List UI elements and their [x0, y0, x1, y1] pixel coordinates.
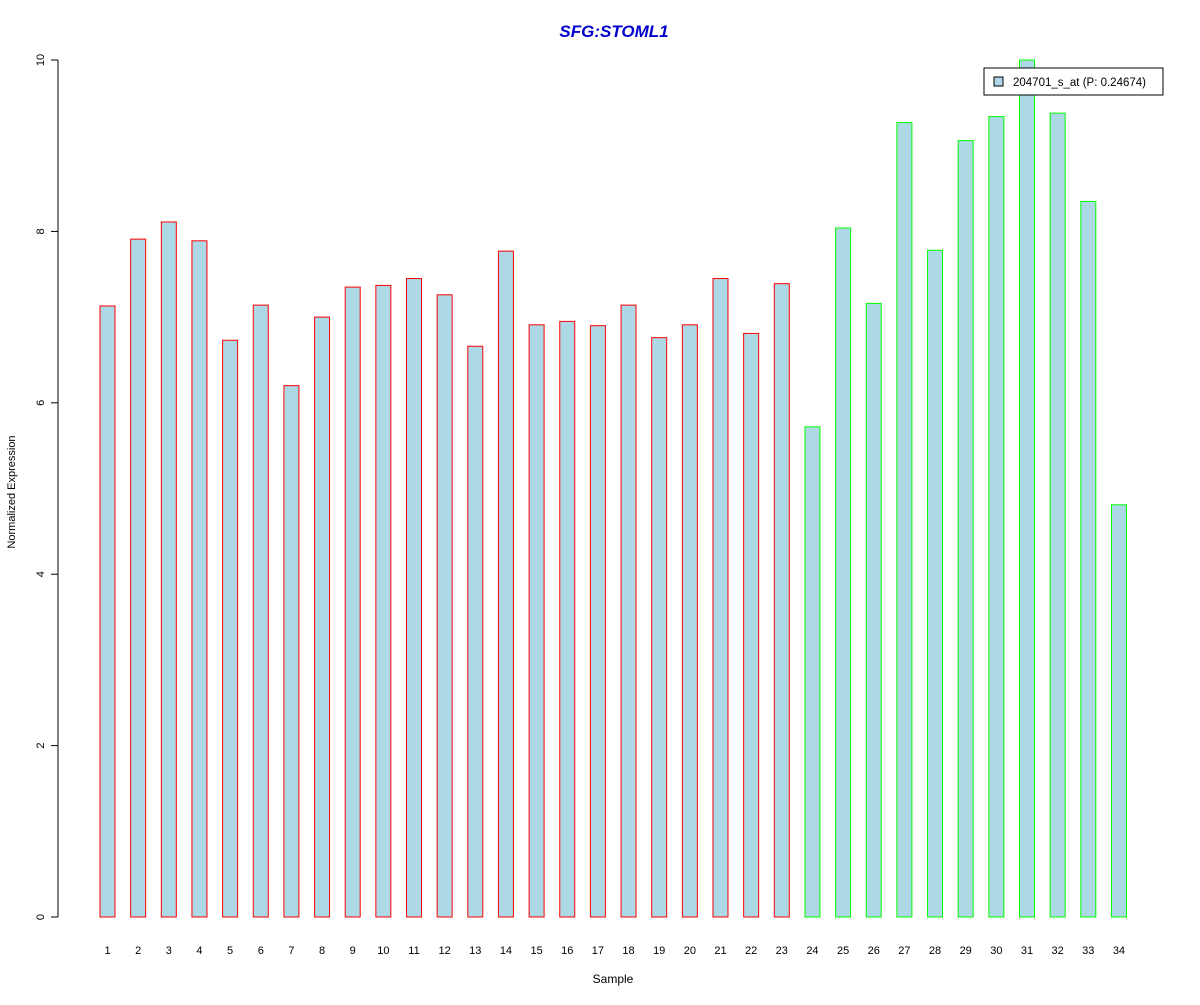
x-tick-label: 23 [776, 945, 788, 957]
x-tick-label: 13 [469, 945, 481, 957]
x-tick-label: 24 [806, 945, 818, 957]
x-tick-label: 19 [653, 945, 665, 957]
y-tick-label: 8 [35, 228, 47, 234]
bar [651, 337, 668, 918]
legend-label: 204701_s_at (P: 0.24674) [1013, 77, 1146, 89]
bar [406, 278, 422, 918]
y-tick-label: 2 [35, 743, 47, 749]
bar [835, 227, 852, 918]
bar [896, 122, 913, 918]
x-tick-label: 22 [745, 945, 757, 957]
x-tick-label: 8 [319, 945, 325, 957]
bar [497, 250, 514, 918]
y-tick-label: 6 [35, 400, 47, 406]
bar [957, 140, 974, 918]
bar [252, 304, 269, 918]
x-tick-label: 28 [929, 945, 941, 957]
chart-title: SFG:STOML1 [559, 22, 668, 41]
x-axis-label: Sample [593, 972, 634, 986]
x-tick-label: 27 [898, 945, 910, 957]
x-tick-label: 1 [104, 945, 110, 957]
x-tick-label: 7 [288, 945, 294, 957]
bar [927, 249, 944, 918]
legend-box [983, 67, 1164, 96]
x-tick-label: 32 [1052, 945, 1064, 957]
x-tick-labels: 1 2 3 4 5 6 7 8 9 10 11 12 13 14 15 16 17 18 19 20 21 22 23 24 2… [104, 945, 1125, 957]
x-tick-label: 16 [561, 945, 573, 957]
bar [589, 325, 606, 918]
x-tick-label: 18 [622, 945, 634, 957]
x-tick-label: 34 [1113, 945, 1125, 957]
bar [865, 302, 882, 918]
legend: 204701_s_at (P: 0.24674) [983, 67, 1164, 96]
bar [681, 324, 698, 918]
y-axis: 0 2 4 6 8 10 [35, 54, 59, 920]
x-tick-label: 3 [166, 945, 172, 957]
bar [559, 320, 576, 918]
bar [130, 238, 147, 918]
bar [191, 240, 208, 918]
bar [99, 305, 116, 918]
bar [773, 283, 790, 918]
bar [344, 286, 361, 918]
x-tick-label: 2 [135, 945, 141, 957]
x-tick-label: 29 [960, 945, 972, 957]
x-tick-label: 11 [408, 945, 419, 957]
bar [528, 324, 545, 918]
x-tick-label: 17 [592, 945, 604, 957]
bar [1019, 59, 1035, 918]
bar [1049, 112, 1066, 918]
x-tick-label: 4 [196, 945, 202, 957]
y-tick-label: 0 [35, 914, 47, 920]
legend-swatch [993, 76, 1004, 87]
bar [620, 304, 637, 918]
bar [467, 345, 484, 918]
x-tick-label: 5 [227, 945, 233, 957]
bar [988, 116, 1005, 918]
x-tick-label: 6 [258, 945, 264, 957]
bar [804, 426, 821, 918]
bar [222, 339, 239, 918]
bar [743, 332, 760, 918]
x-tick-label: 21 [714, 945, 726, 957]
bar [1110, 504, 1127, 918]
bar [375, 284, 392, 918]
bar [160, 221, 177, 918]
x-tick-label: 25 [837, 945, 849, 957]
bar [436, 294, 453, 918]
x-tick-label: 9 [350, 945, 356, 957]
x-tick-label: 12 [439, 945, 451, 957]
y-tick-label: 4 [35, 571, 47, 577]
bar [314, 316, 331, 918]
x-tick-label: 14 [500, 945, 512, 957]
x-tick-label: 10 [377, 945, 389, 957]
bar [1080, 200, 1097, 918]
bar [712, 278, 729, 918]
bar [283, 385, 300, 918]
x-tick-label: 15 [530, 945, 542, 957]
y-axis-label: Normalized Expression [6, 435, 18, 548]
x-tick-label: 26 [868, 945, 880, 957]
x-tick-label: 30 [990, 945, 1002, 957]
y-tick-label: 10 [35, 54, 47, 66]
x-tick-label: 20 [684, 945, 696, 957]
x-tick-label: 31 [1021, 945, 1033, 957]
bars-group [99, 59, 1127, 918]
x-tick-label: 33 [1082, 945, 1094, 957]
